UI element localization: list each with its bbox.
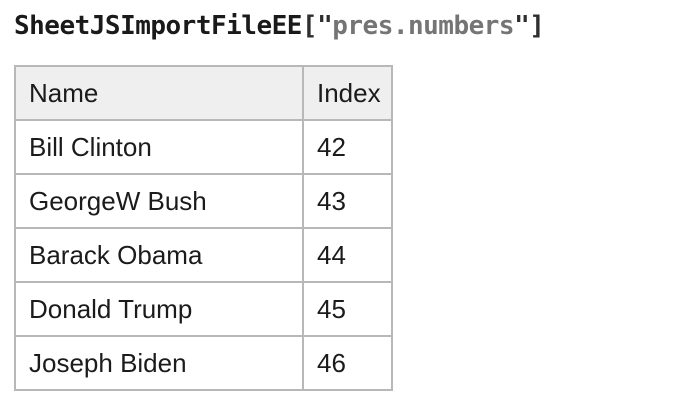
index-cell: 44: [302, 227, 393, 283]
table-header: Name Index: [14, 65, 393, 121]
table-row: Barack Obama 44: [14, 227, 393, 283]
table-body: Bill Clinton 42 GeorgeW Bush 43 Barack O…: [14, 119, 393, 391]
name-cell: Barack Obama: [14, 227, 304, 283]
title-open-bracket: [": [301, 11, 333, 41]
name-cell: Bill Clinton: [14, 119, 304, 175]
index-cell: 46: [302, 335, 393, 391]
presidents-table: Name Index Bill Clinton 42 GeorgeW Bush …: [14, 65, 393, 391]
name-cell: Joseph Biden: [14, 335, 304, 391]
title-function-name: SheetJSImportFileEE: [14, 11, 302, 41]
index-cell: 42: [302, 119, 393, 175]
title-close-bracket: "]: [514, 11, 545, 41]
column-header-name: Name: [14, 65, 304, 121]
table-row: Bill Clinton 42: [14, 119, 393, 175]
table-row: Donald Trump 45: [14, 281, 393, 337]
name-cell: GeorgeW Bush: [14, 173, 304, 229]
index-cell: 43: [302, 173, 393, 229]
title-filename: pres.numbers: [332, 11, 515, 41]
table-row: GeorgeW Bush 43: [14, 173, 393, 229]
name-cell: Donald Trump: [14, 281, 304, 337]
table-row: Joseph Biden 46: [14, 335, 393, 391]
index-cell: 45: [302, 281, 393, 337]
page-title: SheetJSImportFileEE["pres.numbers"]: [14, 10, 684, 42]
column-header-index: Index: [302, 65, 393, 121]
header-row: Name Index: [14, 65, 393, 121]
page: SheetJSImportFileEE["pres.numbers"] Name…: [14, 10, 684, 391]
